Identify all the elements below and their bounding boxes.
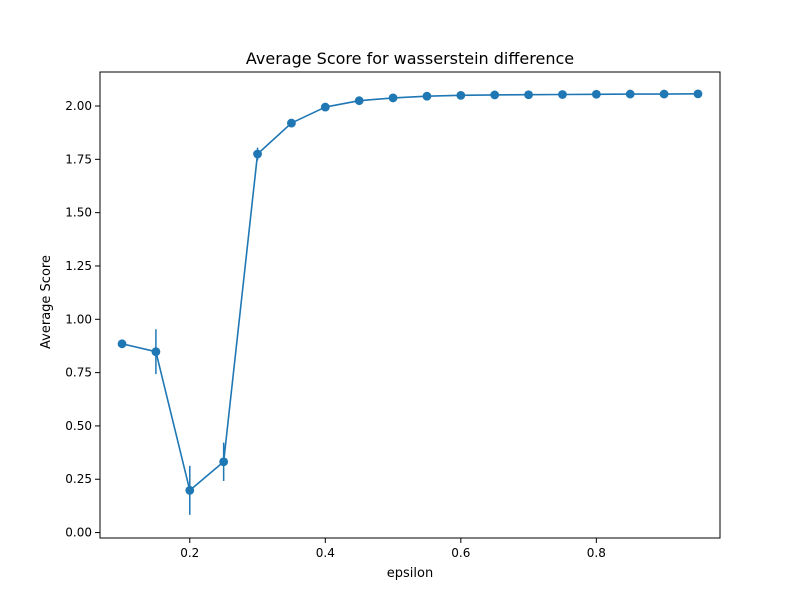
data-point: [693, 89, 703, 99]
series-0-line: [121, 93, 699, 492]
data-point: [253, 149, 262, 159]
data-point: [490, 90, 500, 100]
data-point: [591, 89, 601, 99]
data-point: [456, 90, 466, 100]
data-point: [287, 118, 296, 128]
y-tick-label: 1.00: [65, 312, 92, 326]
y-tick-label: 0.25: [65, 472, 92, 486]
data-point: [524, 90, 533, 100]
y-tick-label: 1.75: [65, 152, 92, 166]
error-bars-layer: [155, 147, 259, 515]
data-point: [117, 339, 127, 349]
data-point: [219, 457, 229, 467]
x-tick-label: 0.6: [451, 546, 470, 560]
x-tick-label: 0.8: [587, 546, 606, 560]
y-tick-label: 0.75: [65, 366, 92, 380]
series-layer: [117, 89, 703, 495]
y-tick-label: 0.50: [65, 419, 92, 433]
y-axis-label: Average Score: [39, 255, 54, 349]
data-point: [354, 96, 364, 106]
ticks-layer: 0.2 0.4 0.6 0.8 0.00 0.25 0.50 0.75 1.00 1.25 1.50…: [65, 99, 606, 560]
data-point: [625, 89, 635, 99]
chart-title: Average Score for wasserstein difference: [246, 49, 574, 68]
y-tick-label: 2.00: [65, 99, 92, 113]
x-tick-label: 0.2: [180, 546, 199, 560]
data-point: [558, 90, 567, 99]
data-point: [422, 91, 432, 101]
data-point: [151, 347, 161, 357]
x-tick-label: 0.4: [316, 546, 335, 560]
data-point: [185, 485, 195, 495]
data-point: [388, 93, 398, 103]
y-tick-label: 0.00: [65, 526, 92, 540]
data-point: [659, 89, 669, 99]
y-tick-label: 1.25: [65, 259, 92, 273]
data-point: [320, 102, 330, 112]
plot-frame: [99, 71, 721, 539]
y-tick-label: 1.50: [65, 206, 92, 220]
x-axis-label: epsilon: [387, 566, 433, 581]
